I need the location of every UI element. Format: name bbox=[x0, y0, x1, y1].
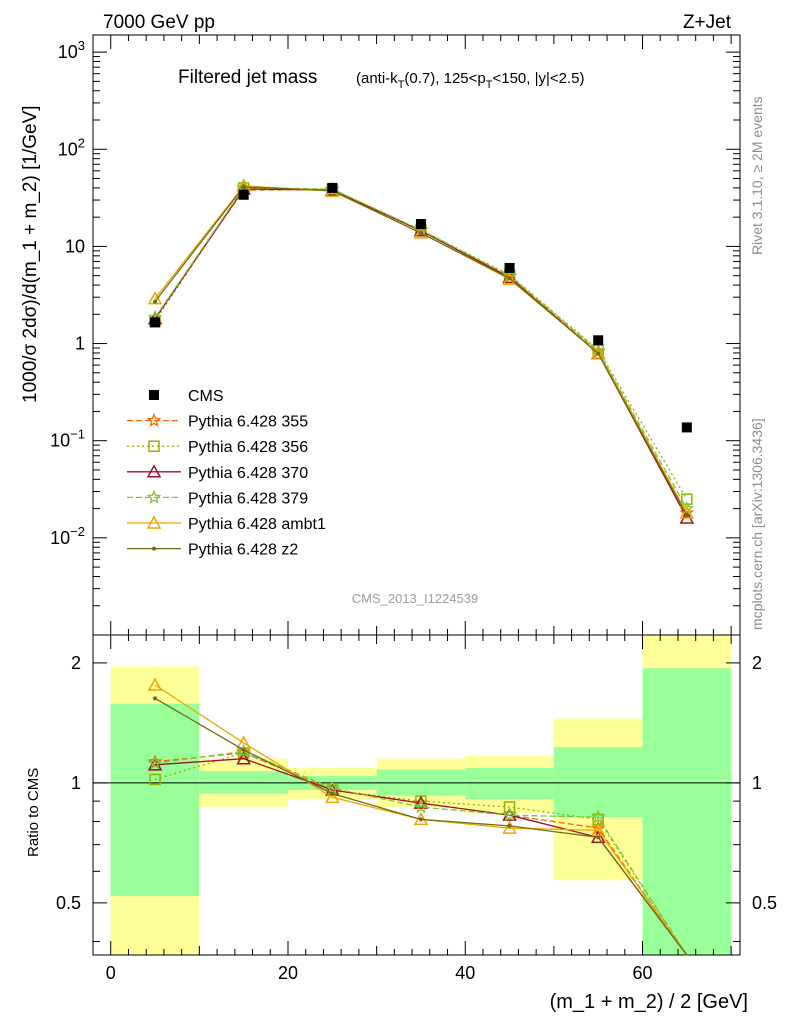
analysis-watermark: CMS_2013_I1224539 bbox=[352, 591, 479, 606]
legend-label: Pythia 6.428 ambt1 bbox=[188, 516, 326, 533]
y-tick-label: 1 bbox=[75, 334, 85, 354]
ratio-series-point bbox=[507, 823, 512, 828]
ratio-series-point bbox=[590, 809, 606, 824]
cms-data-point bbox=[593, 335, 604, 346]
ratio-plot-border bbox=[92, 634, 741, 956]
series-point bbox=[241, 184, 246, 189]
cms-data-point bbox=[681, 422, 692, 433]
ratio-band-inner bbox=[553, 747, 643, 818]
ratio-series-point bbox=[418, 817, 423, 822]
ratio-series-point bbox=[147, 677, 163, 691]
mcplots-credit-label: mcplots.cern.ch [arXiv:1306.3436] bbox=[749, 418, 765, 630]
cms-data-point bbox=[327, 182, 338, 193]
legend-label: Pythia 6.428 379 bbox=[188, 490, 308, 507]
legend-marker bbox=[149, 390, 159, 400]
legend-marker bbox=[148, 440, 160, 452]
ratio-series-point bbox=[153, 696, 158, 701]
series-point bbox=[590, 345, 606, 359]
header-right: Z+Jet bbox=[683, 12, 732, 33]
legend-label: Pythia 6.428 356 bbox=[188, 439, 308, 456]
ratio-series-group bbox=[147, 677, 688, 956]
ratio-y-axis-label: Ratio to CMS bbox=[25, 768, 42, 857]
legend-marker bbox=[146, 464, 162, 478]
series-point bbox=[507, 276, 512, 281]
ratio-plot-frame bbox=[92, 634, 741, 956]
header-left: 7000 GeV pp bbox=[103, 12, 215, 33]
ratio-series-point bbox=[413, 795, 429, 809]
ratio-series-line bbox=[154, 750, 688, 956]
ratio-y-tick-label: 0.5 bbox=[56, 893, 81, 913]
ratio-series-point bbox=[503, 801, 516, 813]
ratio-y-tick-label: 1 bbox=[71, 773, 81, 793]
x-tick-label: 60 bbox=[632, 963, 652, 983]
y-tick-label: 102 bbox=[58, 135, 85, 159]
x-tick-label: 40 bbox=[455, 963, 475, 983]
legend-marker bbox=[146, 515, 162, 529]
ratio-series-point bbox=[236, 751, 251, 765]
ratio-series-point bbox=[147, 755, 163, 770]
cms-data-point bbox=[150, 317, 161, 328]
series-point bbox=[684, 513, 689, 518]
series-point bbox=[418, 231, 423, 236]
cms-data-point bbox=[238, 189, 249, 200]
ratio-series-point bbox=[325, 789, 340, 804]
legend-marker bbox=[152, 546, 156, 551]
y-tick-label: 103 bbox=[58, 38, 85, 62]
ratio-series-point bbox=[413, 799, 429, 814]
axis-ticks: 0 20 40 60 10−2 10−1 1 10 102 103 0.5 0.5 1 1 2 2 bbox=[50, 35, 777, 983]
legend-label: Pythia 6.428 355 bbox=[188, 414, 308, 431]
ratio-series-point bbox=[502, 807, 517, 822]
rivet-version-label: Rivet 3.1.10, ≥ 2M events bbox=[749, 96, 765, 255]
cms-data-point bbox=[415, 219, 426, 230]
legend: CMS Pythia 6.428 355 Pythia 6.428 356 Pythi… bbox=[127, 388, 326, 559]
cms-data-point bbox=[504, 262, 515, 273]
ratio-series-point bbox=[330, 791, 335, 796]
x-tick-label: 20 bbox=[278, 963, 298, 983]
legend-label: Pythia 6.428 z2 bbox=[188, 542, 298, 559]
x-tick-label: 0 bbox=[106, 963, 116, 983]
ratio-band-inner bbox=[199, 771, 288, 794]
main-series-group bbox=[147, 178, 695, 524]
ratio-band-inner bbox=[110, 703, 200, 897]
y-tick-label: 10−2 bbox=[50, 524, 85, 548]
ratio-series-point bbox=[236, 735, 251, 749]
chart-title-detail: (anti-kT(0.7), 125<pT<150, |y|<2.5) bbox=[356, 70, 585, 91]
ratio-series-point bbox=[502, 820, 517, 834]
ratio-y-tick-label-right: 0.5 bbox=[752, 893, 777, 913]
ratio-series-point bbox=[241, 747, 246, 752]
series-point bbox=[596, 351, 601, 356]
y-tick-label: 10−1 bbox=[50, 427, 85, 451]
ratio-y-tick-label: 2 bbox=[71, 653, 81, 673]
main-y-axis-label: 1000/σ 2dσ)/d(m_1 + m_2) [1/GeV] bbox=[20, 105, 41, 403]
ratio-series-point bbox=[596, 835, 601, 840]
chart-title-main: Filtered jet mass bbox=[178, 67, 317, 88]
legend-label: Pythia 6.428 370 bbox=[188, 465, 308, 482]
y-tick-label: 10 bbox=[65, 236, 85, 256]
series-point bbox=[502, 271, 517, 285]
series-point bbox=[679, 505, 695, 519]
ratio-series-point bbox=[149, 773, 161, 786]
ratio-uncertainty-bands bbox=[110, 635, 732, 955]
ratio-y-tick-label-right: 2 bbox=[752, 653, 762, 673]
legend-marker bbox=[146, 412, 162, 427]
legend-marker bbox=[146, 489, 162, 504]
ratio-y-tick-label-right: 1 bbox=[752, 773, 762, 793]
ratio-band-inner bbox=[465, 767, 554, 800]
ratio-series-point bbox=[236, 743, 252, 758]
series-point bbox=[153, 299, 158, 304]
ratio-band-inner bbox=[642, 668, 732, 955]
x-axis-label: (m_1 + m_2) / 2 [GeV] bbox=[550, 991, 748, 1013]
legend-label: CMS bbox=[188, 388, 224, 405]
